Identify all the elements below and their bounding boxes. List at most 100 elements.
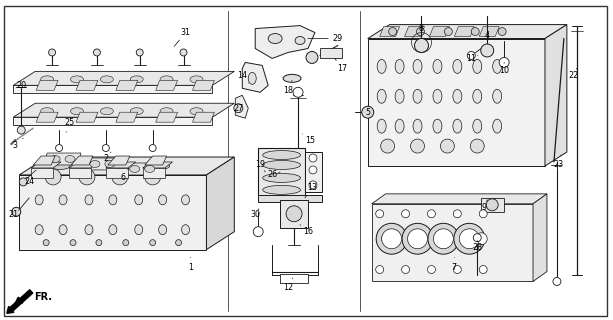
- Ellipse shape: [131, 108, 143, 115]
- Ellipse shape: [268, 34, 282, 44]
- Polygon shape: [31, 168, 53, 178]
- Ellipse shape: [453, 60, 462, 73]
- Circle shape: [175, 240, 181, 246]
- Ellipse shape: [248, 72, 256, 84]
- Ellipse shape: [109, 225, 117, 235]
- Ellipse shape: [190, 108, 203, 115]
- Polygon shape: [13, 85, 213, 93]
- Circle shape: [414, 38, 428, 52]
- Circle shape: [499, 58, 509, 68]
- Text: 24: 24: [24, 177, 34, 187]
- Polygon shape: [305, 152, 322, 192]
- Circle shape: [470, 139, 484, 153]
- Ellipse shape: [453, 89, 462, 103]
- Ellipse shape: [40, 108, 53, 115]
- Text: 16: 16: [303, 227, 313, 236]
- Circle shape: [180, 49, 187, 56]
- Polygon shape: [13, 117, 213, 125]
- Ellipse shape: [101, 76, 113, 83]
- Text: 3: 3: [13, 140, 18, 149]
- Circle shape: [479, 210, 487, 218]
- Circle shape: [150, 240, 156, 246]
- Ellipse shape: [453, 119, 462, 133]
- FancyArrow shape: [7, 290, 32, 313]
- Polygon shape: [108, 156, 130, 165]
- Text: 27: 27: [233, 104, 243, 113]
- Ellipse shape: [50, 163, 70, 170]
- Circle shape: [411, 139, 424, 153]
- Ellipse shape: [181, 195, 189, 205]
- Circle shape: [70, 240, 76, 246]
- Text: 25: 25: [64, 118, 74, 127]
- Circle shape: [96, 240, 102, 246]
- Text: 4: 4: [485, 31, 490, 40]
- Ellipse shape: [159, 225, 167, 235]
- Polygon shape: [36, 80, 58, 90]
- Ellipse shape: [50, 156, 60, 163]
- Ellipse shape: [101, 108, 113, 115]
- Ellipse shape: [283, 74, 301, 82]
- Ellipse shape: [131, 76, 143, 83]
- Circle shape: [123, 240, 129, 246]
- Circle shape: [444, 28, 452, 36]
- Ellipse shape: [413, 119, 422, 133]
- Circle shape: [381, 139, 395, 153]
- Polygon shape: [533, 194, 547, 282]
- Circle shape: [454, 223, 485, 254]
- Text: 5: 5: [365, 108, 370, 117]
- Polygon shape: [116, 80, 138, 90]
- Polygon shape: [123, 163, 161, 175]
- Circle shape: [145, 169, 161, 185]
- Circle shape: [416, 28, 424, 36]
- Text: 26: 26: [267, 171, 277, 180]
- Polygon shape: [371, 194, 547, 204]
- Ellipse shape: [35, 225, 43, 235]
- Polygon shape: [43, 153, 81, 165]
- Ellipse shape: [263, 150, 300, 159]
- Circle shape: [12, 207, 21, 216]
- Circle shape: [475, 233, 487, 245]
- Ellipse shape: [59, 225, 67, 235]
- Polygon shape: [83, 158, 121, 170]
- Polygon shape: [33, 156, 55, 165]
- Polygon shape: [368, 25, 567, 38]
- Polygon shape: [258, 195, 322, 202]
- Text: 30: 30: [250, 210, 261, 219]
- Polygon shape: [255, 26, 315, 59]
- Ellipse shape: [377, 119, 386, 133]
- Ellipse shape: [433, 119, 442, 133]
- Text: 2: 2: [104, 154, 109, 163]
- Circle shape: [56, 145, 63, 152]
- Ellipse shape: [413, 60, 422, 73]
- Text: 29: 29: [333, 34, 343, 43]
- Ellipse shape: [90, 161, 100, 167]
- Text: 15: 15: [305, 136, 315, 145]
- Circle shape: [471, 28, 479, 36]
- Circle shape: [427, 266, 435, 274]
- Circle shape: [389, 28, 397, 36]
- Polygon shape: [454, 27, 474, 36]
- Circle shape: [309, 181, 317, 189]
- Ellipse shape: [493, 89, 501, 103]
- Text: 17: 17: [337, 64, 347, 73]
- Polygon shape: [481, 198, 504, 212]
- Circle shape: [79, 169, 95, 185]
- Ellipse shape: [65, 156, 75, 163]
- Circle shape: [376, 266, 384, 274]
- Ellipse shape: [395, 89, 404, 103]
- Circle shape: [362, 106, 374, 118]
- Circle shape: [376, 223, 407, 254]
- Ellipse shape: [433, 60, 442, 73]
- Text: FR.: FR.: [34, 292, 52, 302]
- Polygon shape: [405, 27, 424, 36]
- Text: 11: 11: [466, 54, 476, 63]
- Text: 28: 28: [472, 243, 482, 252]
- Circle shape: [459, 229, 479, 249]
- Polygon shape: [76, 80, 98, 90]
- Ellipse shape: [145, 165, 154, 172]
- Polygon shape: [430, 27, 449, 36]
- Polygon shape: [106, 168, 128, 178]
- Polygon shape: [235, 95, 248, 118]
- Text: 12: 12: [283, 283, 293, 292]
- Circle shape: [402, 266, 409, 274]
